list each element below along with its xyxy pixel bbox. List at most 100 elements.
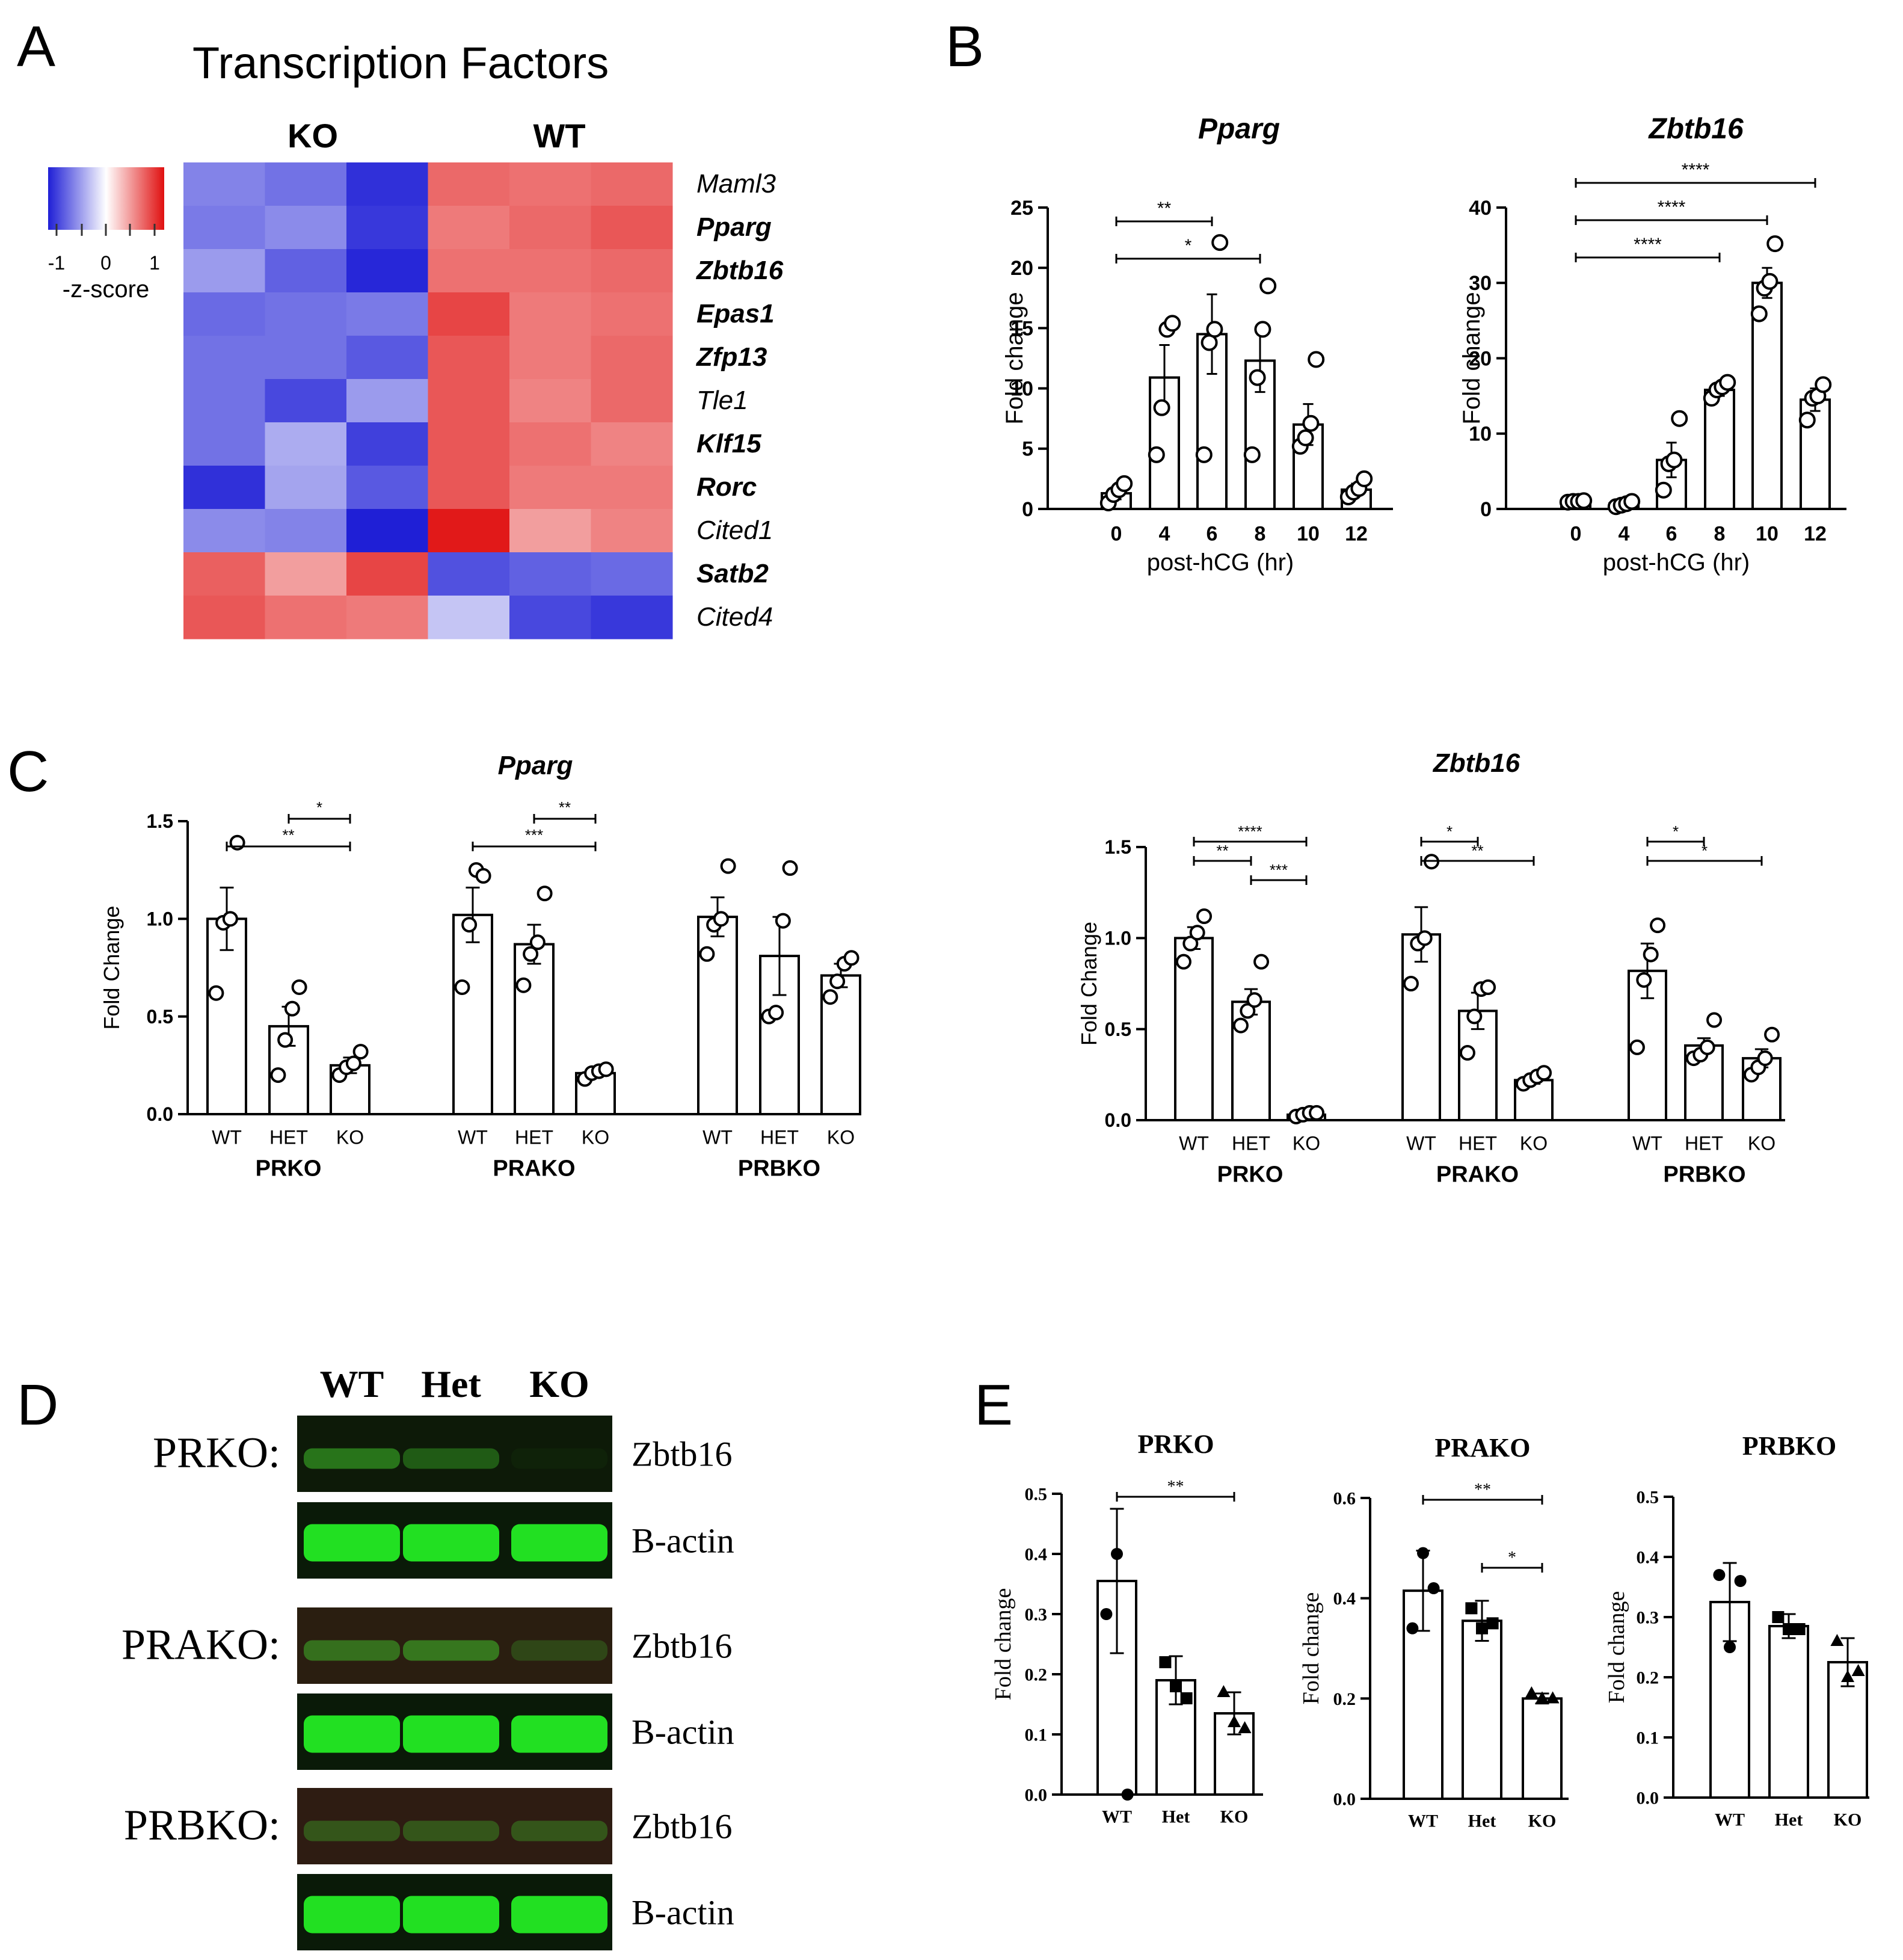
heatmap-cell [346, 466, 428, 510]
heatmap-cell [591, 509, 673, 553]
data-point [1217, 1685, 1231, 1697]
heatmap-gene-label-pparg: Pparg [696, 212, 772, 242]
heatmap-gene-label-maml3: Maml3 [696, 169, 776, 199]
data-point [1575, 492, 1593, 510]
data-point [1706, 1012, 1723, 1028]
x-tick-label: KO [1748, 1133, 1775, 1154]
x-tick-label: KO [1520, 1133, 1548, 1154]
data-point [1636, 972, 1652, 988]
blot-group-label-prako: PRAKO: [121, 1621, 280, 1669]
data-point [1417, 1547, 1429, 1559]
data-point [1153, 399, 1170, 416]
y-axis-label: Fold change [991, 1588, 1016, 1701]
heatmap-cell [265, 292, 347, 336]
data-point [270, 1067, 286, 1083]
blot-band [511, 1524, 607, 1562]
data-point [1757, 1050, 1773, 1067]
data-point [291, 979, 307, 995]
data-point [1121, 1789, 1134, 1801]
heatmap-cell [428, 552, 510, 596]
heatmap-cell [428, 466, 510, 510]
data-point [1536, 1065, 1552, 1081]
data-point [475, 868, 491, 884]
blot-band [304, 1896, 400, 1934]
significance-label: *** [1270, 861, 1288, 879]
data-point [1734, 1575, 1747, 1587]
data-point [345, 1055, 361, 1071]
significance-label: *** [525, 826, 543, 844]
heatmap-cell [509, 379, 591, 423]
heatmap-colorbar [48, 167, 164, 230]
data-point [1211, 234, 1229, 251]
heatmap-cell [346, 422, 428, 466]
data-point [1249, 369, 1266, 386]
x-tick-label: 6 [1666, 523, 1677, 546]
chart-pparg-genotype: Pparg 0.0 0.5 1.0 1.5 Fold Change WT HET KO PRKO *… [99, 751, 861, 1181]
western-blot-panel: WT Het KO Zbtb16 PRKO: B-actin Zbtb16 PRAKO:… [121, 1363, 734, 1950]
blot-group-label-prko: PRKO: [153, 1429, 280, 1477]
data-point [1713, 1569, 1726, 1581]
y-tick-label: 30 [1469, 272, 1492, 295]
blot-row-label-b-actin: B-actin [632, 1521, 734, 1561]
y-tick-label: 25 [1010, 197, 1033, 220]
blot-row-label-b-actin: B-actin [632, 1893, 734, 1932]
heatmap-cell [591, 379, 673, 423]
y-tick-label: 0.5 [1637, 1488, 1659, 1508]
heatmap-gene-label-cited1: Cited1 [696, 516, 773, 545]
data-point [1764, 1026, 1780, 1043]
significance-label: * [1185, 236, 1192, 256]
data-point [1525, 1686, 1539, 1698]
data-point [822, 989, 838, 1005]
significance-label: ** [1157, 199, 1172, 218]
data-point [515, 977, 532, 993]
data-point [1815, 376, 1832, 393]
chart-zbtb16-time-course: Zbtb16 0 10 20 30 40 Fold change 0 4 6 8 10 12 **** **… [1459, 113, 1846, 576]
blot-group-label-prbko: PRBKO: [124, 1801, 280, 1849]
significance-label: * [1508, 1549, 1516, 1567]
heatmap-cell [428, 596, 510, 639]
panel-label-a: A [17, 14, 55, 79]
y-tick-label: 20 [1469, 347, 1492, 370]
y-tick-label: 1.5 [1105, 836, 1131, 858]
data-point [782, 860, 798, 876]
heatmap-cell [591, 596, 673, 639]
data-point [1111, 1548, 1123, 1560]
blot-band [304, 1820, 400, 1841]
x-tick-label: Het [1775, 1810, 1803, 1830]
heatmap-cell [428, 206, 510, 250]
heatmap-cell [509, 336, 591, 380]
bar [1522, 1697, 1563, 1800]
heatmap-cell [346, 249, 428, 293]
data-point [529, 934, 546, 951]
data-point [1699, 1039, 1715, 1055]
heatmap-cell [183, 552, 265, 596]
data-point [1761, 273, 1778, 290]
y-tick-label: 0.1 [1637, 1728, 1659, 1748]
x-tick-label: HET [1232, 1133, 1270, 1154]
data-point [1356, 470, 1373, 487]
blot-band [403, 1715, 499, 1753]
chart-prko-protein: PRKO 0.0 0.1 0.2 0.3 0.4 0.5 Fold change WT Het KO… [991, 1429, 1263, 1827]
group-label-prako: PRAKO [1436, 1162, 1519, 1187]
y-tick-label: 40 [1469, 197, 1492, 220]
significance-label: ** [282, 826, 294, 844]
heatmap-cell [346, 596, 428, 639]
blot-lane-label-ko: KO [529, 1363, 589, 1405]
data-point [1206, 321, 1223, 338]
x-tick-label: WT [1179, 1133, 1209, 1154]
heatmap-cell [265, 509, 347, 553]
colorbar-tick-label-low: -1 [48, 252, 65, 274]
colorbar-tick-label-mid: 0 [100, 252, 111, 274]
significance-label: * [1446, 822, 1453, 840]
y-tick-label: 0 [1480, 498, 1492, 521]
chart-title: PRAKO [1435, 1433, 1531, 1462]
x-tick-label: WT [1406, 1133, 1436, 1154]
heatmap-cell [428, 379, 510, 423]
y-tick-label: 0.4 [1333, 1589, 1356, 1609]
blot-band [403, 1640, 499, 1661]
data-point [1164, 315, 1181, 332]
data-point [1466, 1008, 1483, 1025]
x-tick-label: 4 [1619, 523, 1630, 546]
